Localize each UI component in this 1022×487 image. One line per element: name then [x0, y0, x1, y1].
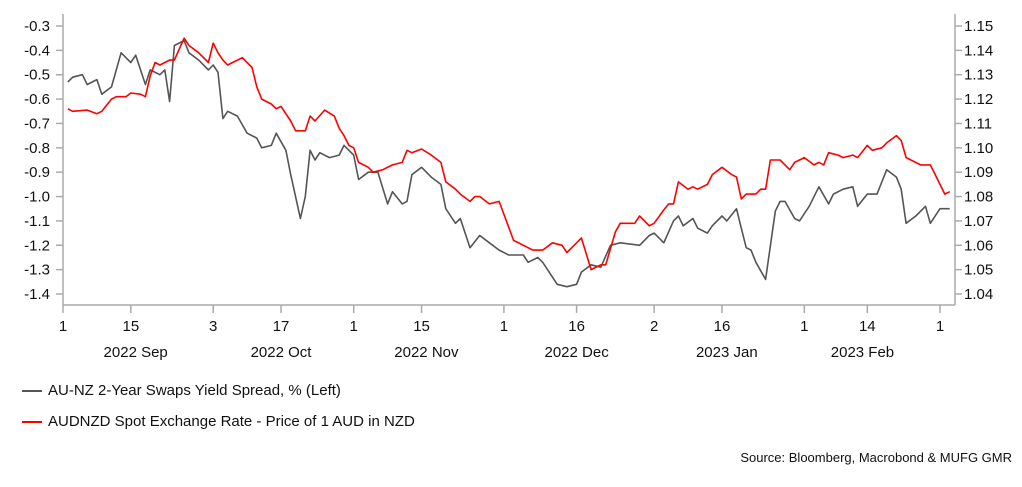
left-tick-label: -1.4	[24, 286, 50, 303]
x-tick-label: 3	[209, 318, 217, 335]
x-tick-label: 1	[59, 318, 67, 335]
left-tick-label: -1.3	[24, 262, 50, 279]
right-tick-label: 1.05	[964, 262, 993, 279]
x-month-label: 2022 Sep	[104, 344, 168, 361]
x-tick-label: 1	[936, 318, 944, 335]
legend-swatch-gray	[22, 389, 42, 392]
right-tick-label: 1.08	[964, 189, 993, 206]
series-line-yield-spread	[67, 39, 950, 288]
legend-label: AU-NZ 2-Year Swaps Yield Spread, % (Left…	[48, 382, 341, 399]
dual-axis-line-chart: -0.3 -0.4 -0.5 -0.6 -0.7 -0.8 -0.9 -1.0 -1.1 -1.2…	[24, 14, 993, 361]
left-tick-label: -1.0	[24, 189, 50, 206]
right-tick-label: 1.14	[964, 42, 993, 59]
x-month-label: 2022 Dec	[544, 344, 609, 361]
series-line-audnzd	[67, 37, 951, 271]
x-tick-label: 15	[413, 318, 430, 335]
legend-item-audnzd: AUDNZD Spot Exchange Rate - Price of 1 A…	[22, 413, 415, 430]
x-tick-label: 16	[568, 318, 585, 335]
right-tick-label: 1.11	[964, 115, 992, 132]
right-tick-label: 1.09	[964, 164, 993, 181]
x-tick-label: 2	[650, 318, 658, 335]
x-tick-label: 14	[859, 318, 876, 335]
right-tick-label: 1.04	[964, 286, 993, 303]
x-tick-label: 16	[714, 318, 731, 335]
x-tick-label: 17	[273, 318, 290, 335]
left-tick-label: -1.1	[24, 213, 50, 230]
x-tick-label: 1	[350, 318, 358, 335]
legend-swatch-red	[22, 420, 42, 423]
right-tick-label: 1.12	[964, 91, 993, 108]
right-tick-label: 1.10	[964, 140, 993, 157]
x-tick-label: 1	[800, 318, 808, 335]
legend-item-spread: AU-NZ 2-Year Swaps Yield Spread, % (Left…	[22, 382, 341, 399]
left-tick-label: -0.5	[24, 67, 50, 84]
source-note: Source: Bloomberg, Macrobond & MUFG GMR	[740, 450, 1012, 465]
left-tick-label: -0.7	[24, 115, 50, 132]
right-tick-label: 1.15	[964, 18, 993, 35]
x-tick-label: 1	[500, 318, 508, 335]
x-month-label: 2023 Feb	[831, 344, 894, 361]
x-tick-label: 15	[122, 318, 139, 335]
left-tick-label: -0.8	[24, 140, 50, 157]
left-tick-label: -0.9	[24, 164, 50, 181]
right-tick-label: 1.06	[964, 237, 993, 254]
x-month-label: 2022 Nov	[394, 344, 459, 361]
right-tick-label: 1.13	[964, 67, 993, 84]
legend-label: AUDNZD Spot Exchange Rate - Price of 1 A…	[48, 413, 415, 430]
x-month-label: 2023 Jan	[696, 344, 758, 361]
left-tick-label: -1.2	[24, 237, 50, 254]
x-month-label: 2022 Oct	[251, 344, 313, 361]
left-tick-label: -0.6	[24, 91, 50, 108]
left-tick-label: -0.4	[24, 42, 50, 59]
left-tick-label: -0.3	[24, 18, 50, 35]
right-tick-label: 1.07	[964, 213, 993, 230]
